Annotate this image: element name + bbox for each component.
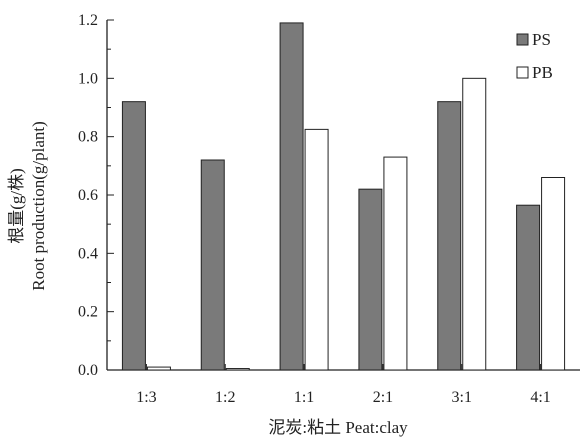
bar-pb-4 — [462, 77, 487, 371]
y-tick-label-6: 1.2 — [78, 12, 98, 29]
bar-ps-0 — [121, 101, 146, 371]
bar-pb-1 — [225, 368, 250, 371]
x-ticks: 1:3 1:2 1:1 2:1 3:1 4:1 — [136, 364, 551, 406]
legend: PS PB — [516, 30, 553, 82]
legend-label-pb: PB — [532, 63, 553, 82]
y-axis-label-en: Root production(g/plant) — [29, 121, 48, 291]
legend-swatch-pb — [516, 66, 529, 79]
bar-ps-4 — [437, 101, 462, 371]
axes — [106, 20, 580, 371]
y-tick-label-4: 0.8 — [78, 129, 98, 146]
bar-pb-5 — [541, 177, 566, 371]
x-tick-label-1: 1:2 — [215, 389, 235, 406]
y-tick-label-1: 0.2 — [78, 304, 98, 321]
bar-pb-2 — [304, 128, 329, 371]
y-ticks: 0.0 0.2 0.4 0.6 0.8 1.0 1.2 — [78, 12, 114, 379]
bar-pb-3 — [383, 156, 408, 371]
legend-label-ps: PS — [532, 30, 551, 49]
x-axis-label: 泥炭:粘土 Peat:clay — [268, 418, 408, 437]
bar-pb-0 — [146, 366, 171, 371]
bar-ps-5 — [516, 204, 541, 371]
y-tick-label-5: 1.0 — [78, 70, 98, 87]
y-axis-label-cn: 根量(g/株) — [7, 168, 26, 244]
legend-swatch-ps — [516, 33, 529, 46]
x-tick-label-3: 2:1 — [373, 389, 393, 406]
x-tick-label-0: 1:3 — [136, 389, 156, 406]
x-tick-label-5: 4:1 — [530, 389, 550, 406]
x-tick-label-2: 1:1 — [294, 389, 314, 406]
x-tick-label-4: 3:1 — [452, 389, 472, 406]
y-tick-label-2: 0.4 — [78, 245, 98, 262]
y-tick-label-0: 0.0 — [78, 362, 98, 379]
bars — [121, 22, 566, 371]
y-tick-label-3: 0.6 — [78, 187, 98, 204]
bar-ps-1 — [200, 159, 225, 371]
bar-ps-2 — [279, 22, 304, 371]
bar-ps-3 — [358, 188, 383, 371]
